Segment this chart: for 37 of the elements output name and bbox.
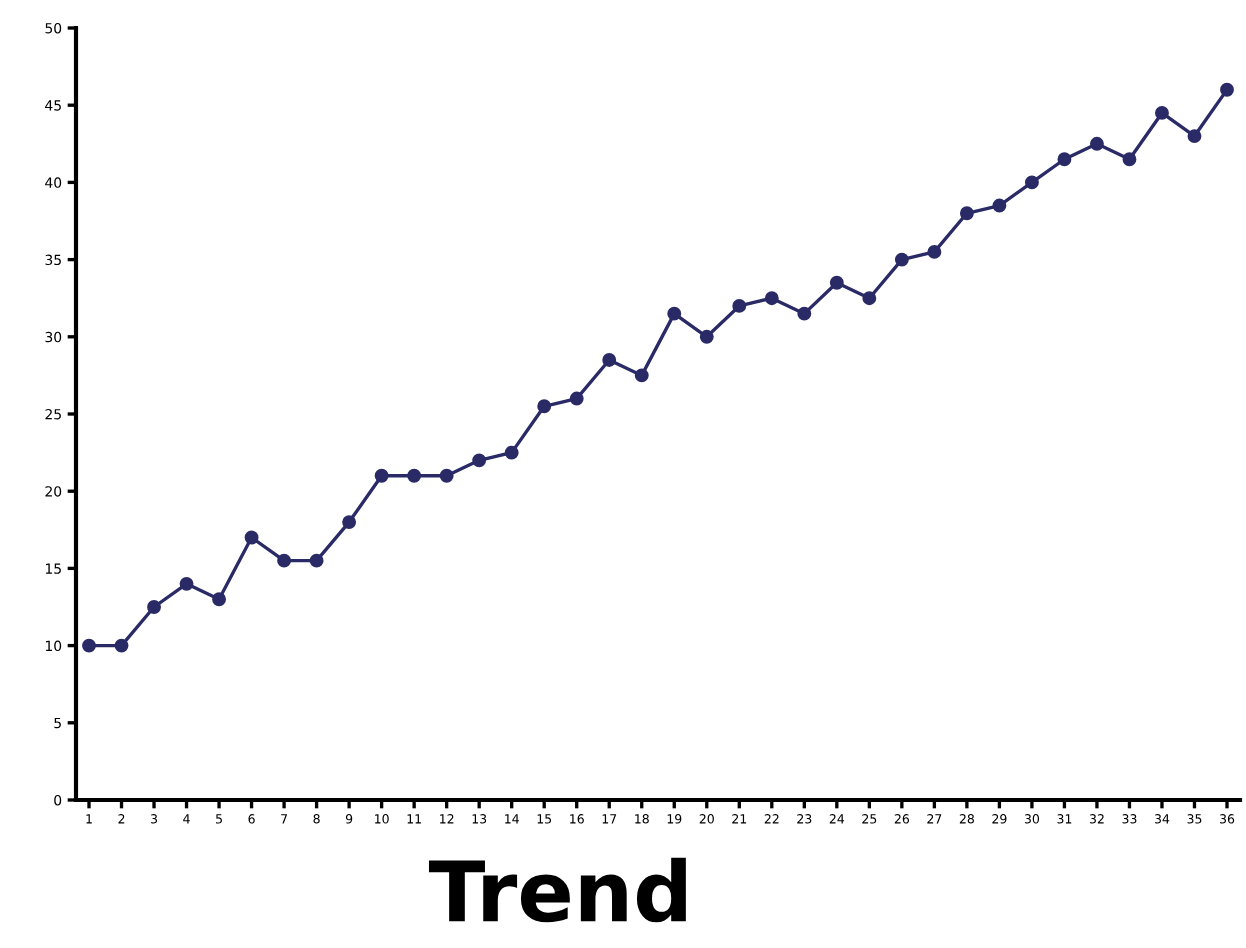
point bbox=[212, 592, 227, 607]
point bbox=[439, 468, 454, 483]
point bbox=[569, 391, 584, 406]
point bbox=[244, 530, 259, 545]
point bbox=[342, 515, 357, 530]
text: Trend bbox=[428, 857, 686, 923]
point bbox=[699, 329, 714, 344]
point bbox=[894, 252, 909, 267]
point bbox=[829, 275, 844, 290]
point bbox=[1187, 129, 1202, 144]
point bbox=[764, 291, 779, 306]
point bbox=[179, 576, 194, 591]
point bbox=[472, 453, 487, 468]
point bbox=[147, 600, 161, 614]
point bbox=[1220, 82, 1234, 97]
point bbox=[927, 244, 942, 259]
point bbox=[732, 298, 747, 313]
point bbox=[1089, 136, 1104, 151]
point bbox=[1057, 152, 1072, 167]
point bbox=[1155, 105, 1169, 120]
point bbox=[407, 468, 422, 483]
point bbox=[602, 353, 617, 367]
point bbox=[277, 553, 292, 568]
point bbox=[959, 206, 974, 221]
point bbox=[1122, 152, 1137, 167]
point bbox=[862, 291, 877, 306]
point bbox=[992, 198, 1007, 213]
point bbox=[537, 399, 552, 414]
point bbox=[374, 468, 389, 483]
point bbox=[82, 638, 96, 653]
point bbox=[114, 638, 129, 653]
point bbox=[667, 306, 682, 321]
point bbox=[797, 306, 812, 321]
point bbox=[504, 445, 519, 460]
point bbox=[634, 368, 649, 383]
point bbox=[309, 553, 324, 568]
point bbox=[1024, 175, 1039, 190]
